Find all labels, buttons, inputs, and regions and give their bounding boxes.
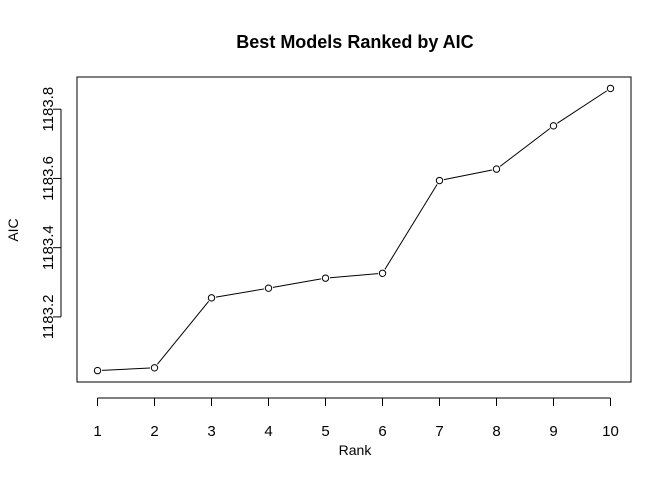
y-tick-label: 1183.6 bbox=[40, 156, 57, 201]
data-point bbox=[435, 176, 444, 185]
data-point bbox=[150, 364, 159, 372]
x-tick-label: 10 bbox=[602, 423, 619, 440]
y-axis: 1183.2 1183.4 1183.6 1183.8 bbox=[40, 87, 62, 340]
y-tick-label: 1183.2 bbox=[40, 295, 57, 340]
data-point bbox=[549, 122, 558, 130]
data-point bbox=[321, 274, 330, 282]
x-axis-label: Rank bbox=[339, 442, 373, 458]
series-layer bbox=[93, 84, 615, 375]
data-point bbox=[492, 165, 501, 173]
series-line-segment bbox=[156, 301, 210, 365]
x-tick-label: 2 bbox=[150, 423, 158, 440]
x-tick-label: 6 bbox=[378, 423, 386, 440]
series-line-segment bbox=[329, 273, 379, 279]
x-tick-label: 7 bbox=[435, 423, 443, 440]
data-point bbox=[378, 269, 387, 277]
x-axis: 1 2 3 4 5 6 7 8 9 10 bbox=[93, 397, 619, 440]
y-tick-label: 1183.4 bbox=[40, 225, 57, 270]
x-tick-label: 5 bbox=[321, 423, 329, 440]
data-point bbox=[264, 284, 273, 292]
x-tick-label: 9 bbox=[549, 423, 557, 440]
x-tick-label: 4 bbox=[264, 423, 272, 440]
x-tick-label: 3 bbox=[207, 423, 215, 440]
plot-frame bbox=[76, 76, 632, 383]
chart-title: Best Models Ranked by AIC bbox=[236, 32, 473, 52]
series-line-segment bbox=[215, 288, 265, 298]
data-point bbox=[93, 366, 102, 375]
data-point bbox=[207, 294, 216, 302]
data-point bbox=[606, 84, 615, 93]
y-tick-label: 1183.8 bbox=[40, 87, 57, 132]
y-axis-label: AIC bbox=[5, 218, 21, 241]
x-tick-label: 1 bbox=[93, 423, 101, 440]
series-line-segment bbox=[499, 128, 551, 167]
series-line-segment bbox=[272, 278, 322, 288]
series-line-segment bbox=[556, 90, 607, 124]
x-tick-label: 8 bbox=[492, 423, 500, 440]
series-line-segment bbox=[443, 169, 493, 181]
series-line-segment bbox=[384, 184, 438, 270]
series-line-segment bbox=[101, 367, 151, 371]
